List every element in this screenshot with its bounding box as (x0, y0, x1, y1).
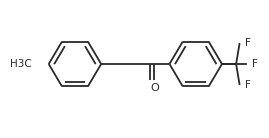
Text: F: F (245, 80, 251, 90)
Text: F: F (245, 38, 251, 48)
Text: F: F (252, 59, 258, 69)
Text: H3C: H3C (10, 59, 31, 69)
Text: O: O (150, 83, 159, 93)
